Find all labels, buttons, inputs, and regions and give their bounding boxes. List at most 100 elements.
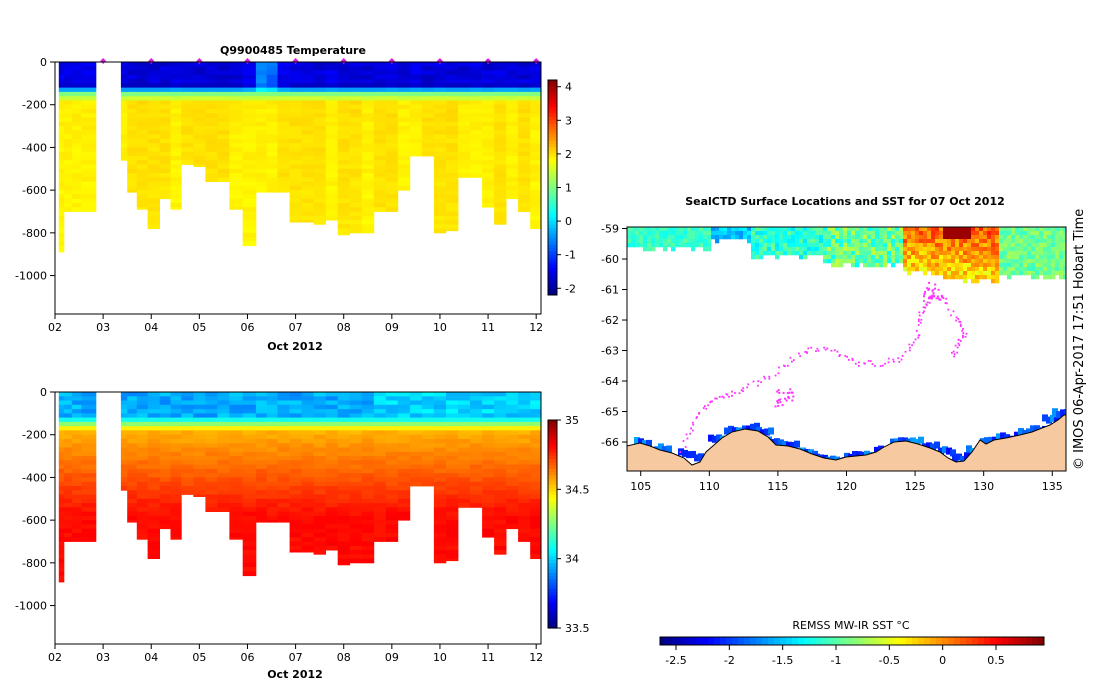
seal-location [784,397,787,400]
sst-cell [963,259,968,264]
sst-cell [1055,235,1060,240]
temperature-cell [313,79,326,84]
sst-cell [939,247,944,252]
salinity-cell [530,503,541,508]
salinity-cell [127,507,138,512]
sst-cell [1007,259,1012,264]
salinity-cell [385,537,399,542]
salinity-cell [325,494,339,500]
temperature-cell [506,117,519,123]
temperature-cell [81,109,97,114]
coastal-cell [646,439,652,447]
sst-cell [959,271,964,276]
salinity-cell [385,417,399,423]
sst-cell [967,275,972,280]
sst-cell [823,243,828,248]
salinity-colorbar-swatch [548,472,557,476]
temperature-colorbar-swatch [548,133,557,138]
temperature-cell [397,147,411,153]
salinity-colorbar-swatch [548,426,557,431]
sst-cell [695,231,700,236]
salinity-cell [205,468,218,474]
salinity-cell [58,464,65,470]
temperature-cell [242,198,257,204]
sst-cell [903,227,908,232]
salinity-cell [136,392,148,397]
sst-cell [927,227,932,232]
salinity-cell [58,575,65,581]
temperature-cell [349,224,363,229]
temperature-cell [433,113,447,118]
temperature-cell [482,117,495,123]
salinity-cell [482,477,495,483]
salinity-cell [458,498,471,504]
sst-cell [1003,259,1008,264]
temperature-colorbar-swatch [548,100,557,105]
sst-cell [791,235,796,240]
temperature-cell [301,177,314,182]
salinity-cell [373,451,387,457]
sst-cell [799,255,804,260]
temperature-cell [289,83,302,89]
salinity-cell [325,430,339,436]
salinity-cell [277,443,290,448]
salinity-cell [385,400,399,406]
sst-cell [1015,271,1020,276]
sst-cell [835,239,840,244]
sst-cell [943,267,948,272]
salinity-cell [63,417,73,423]
temperature-cell [255,62,268,67]
salinity-colorbar-swatch [548,598,557,603]
temperature-cell [530,220,541,225]
salinity-cell [170,426,182,431]
temperature-cell [147,62,160,67]
salinity-cell [301,545,314,551]
temperature-cell [409,117,423,123]
sst-cell [783,239,788,244]
salinity-colorbar-swatch [548,475,557,480]
salinity-cell [421,460,435,465]
temperature-cell [170,190,182,195]
temperature-cell [71,83,82,89]
temperature-cell [229,70,243,76]
seal-location [898,361,901,363]
salinity-cell [325,541,339,547]
coastal-cell [996,433,1002,441]
sst-cell [859,247,864,252]
sst-cell [939,251,944,256]
temperature-cell [159,66,171,71]
temperature-cell [242,113,257,118]
sst-cell [775,247,780,252]
sst-cell [991,235,996,240]
salinity-cell [409,421,423,427]
sst-cell [647,231,652,236]
sst-cell [719,231,724,236]
sst-cell [1015,263,1020,268]
temperature-cell [136,147,148,153]
temperature-cell [494,66,507,71]
sst-cell [823,259,828,264]
temperature-cell [397,138,411,144]
temperature-cell [255,190,268,193]
sst-cell [963,247,968,252]
sst-cell [1035,263,1040,268]
sst-colorbar-swatch [810,637,817,645]
salinity-cell [494,456,507,461]
salinity-cell [289,498,302,504]
temperature-cell [63,185,73,191]
sst-cell [651,247,656,252]
temperature-cell [181,121,194,127]
temperature-cell [337,87,351,93]
salinity-cell [277,451,290,457]
temperature-colorbar-swatch [548,83,557,88]
temperature-cell [433,207,447,212]
temperature-cell [229,138,243,144]
salinity-cell [506,486,519,491]
salinity-cell [120,439,128,444]
sst-cell [975,247,980,252]
temperature-cell [63,113,73,118]
temperature-cell [482,91,495,97]
salinity-cell [255,392,268,397]
sst-cell [827,255,832,260]
sst-cell [963,267,968,272]
